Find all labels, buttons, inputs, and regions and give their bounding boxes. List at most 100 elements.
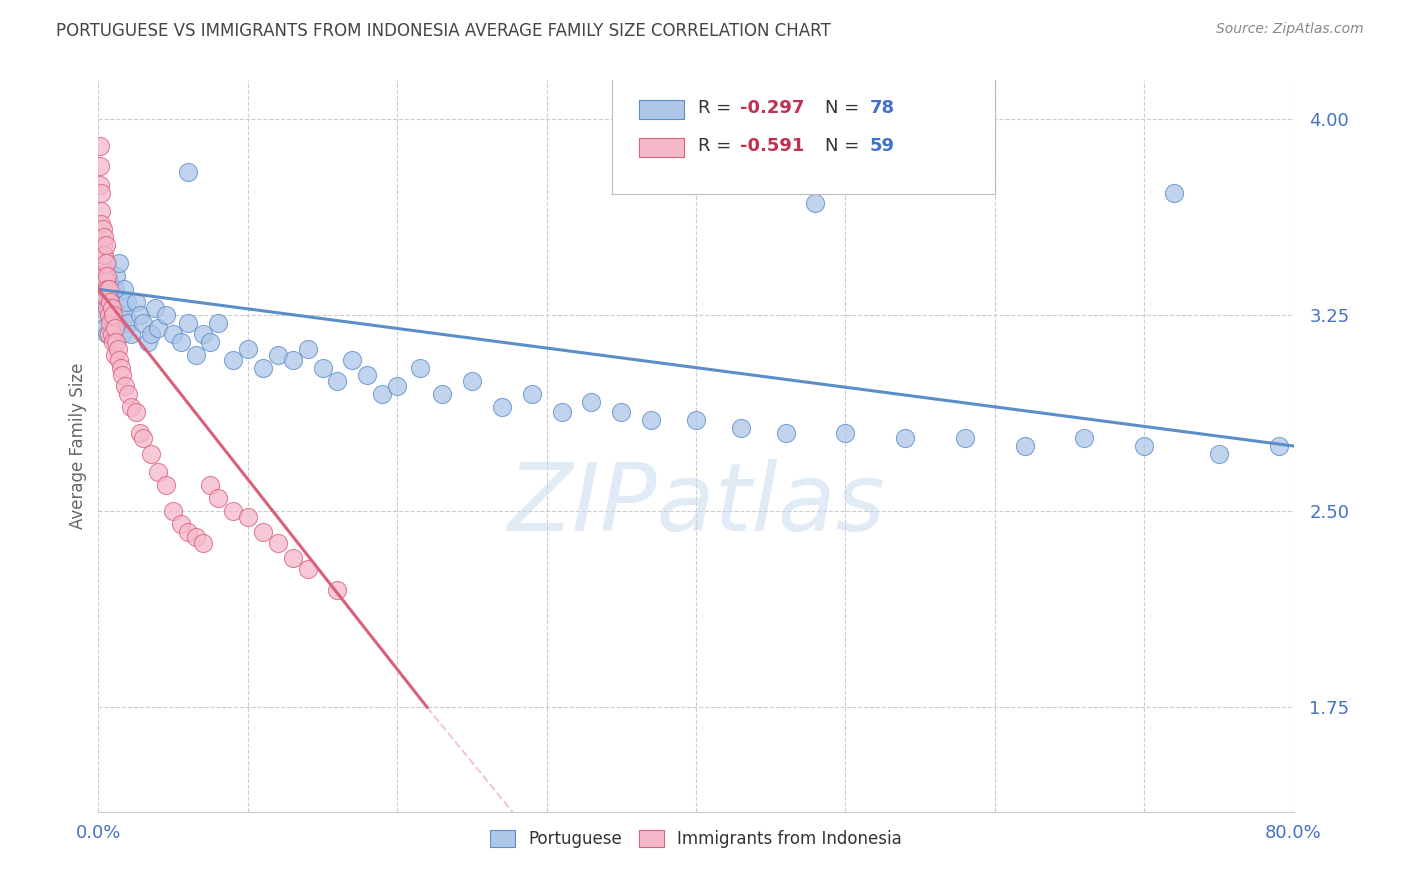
Point bbox=[222, 504, 245, 518]
Point bbox=[139, 326, 162, 341]
Point bbox=[89, 295, 111, 310]
Point bbox=[177, 316, 200, 330]
Point bbox=[267, 535, 290, 549]
Point bbox=[120, 400, 142, 414]
Point bbox=[117, 316, 139, 330]
Point bbox=[491, 400, 513, 414]
Point bbox=[520, 386, 543, 401]
Point bbox=[236, 509, 259, 524]
Point bbox=[200, 334, 222, 349]
Point bbox=[89, 138, 111, 153]
Point bbox=[1163, 186, 1185, 200]
Point bbox=[101, 301, 124, 315]
Point bbox=[94, 256, 117, 270]
Point bbox=[91, 282, 114, 296]
Point bbox=[103, 301, 125, 315]
Text: N =: N = bbox=[825, 137, 865, 155]
Point bbox=[97, 282, 120, 296]
Point bbox=[103, 321, 125, 335]
Point bbox=[108, 352, 131, 367]
Point bbox=[169, 517, 191, 532]
Point bbox=[90, 186, 112, 200]
Point bbox=[685, 413, 707, 427]
Text: PORTUGUESE VS IMMIGRANTS FROM INDONESIA AVERAGE FAMILY SIZE CORRELATION CHART: PORTUGUESE VS IMMIGRANTS FROM INDONESIA … bbox=[56, 22, 831, 40]
Point bbox=[112, 282, 135, 296]
Point bbox=[111, 368, 134, 383]
Point bbox=[93, 230, 115, 244]
Point bbox=[94, 238, 117, 252]
Point bbox=[162, 504, 184, 518]
Y-axis label: Average Family Size: Average Family Size bbox=[69, 363, 87, 529]
Point bbox=[90, 264, 112, 278]
Point bbox=[104, 348, 127, 362]
Point bbox=[326, 374, 349, 388]
Point bbox=[103, 309, 125, 323]
Point bbox=[640, 413, 662, 427]
Point bbox=[91, 238, 114, 252]
Point bbox=[1073, 431, 1095, 445]
Point bbox=[91, 222, 114, 236]
Point bbox=[326, 582, 349, 597]
Point bbox=[953, 431, 976, 445]
Point bbox=[148, 321, 170, 335]
Point bbox=[104, 321, 127, 335]
Point bbox=[96, 269, 118, 284]
Point bbox=[804, 196, 827, 211]
Point bbox=[894, 431, 917, 445]
Point bbox=[385, 379, 409, 393]
Point bbox=[236, 343, 259, 357]
Text: ZIPatlas: ZIPatlas bbox=[508, 459, 884, 550]
Legend: Portuguese, Immigrants from Indonesia: Portuguese, Immigrants from Indonesia bbox=[484, 823, 908, 855]
Point bbox=[114, 379, 136, 393]
Text: -0.297: -0.297 bbox=[740, 99, 804, 117]
Point bbox=[89, 178, 111, 192]
Point bbox=[129, 309, 152, 323]
Point bbox=[408, 360, 430, 375]
Text: Source: ZipAtlas.com: Source: ZipAtlas.com bbox=[1216, 22, 1364, 37]
Point bbox=[107, 343, 129, 357]
Point bbox=[191, 326, 214, 341]
Point bbox=[110, 301, 132, 315]
Point bbox=[91, 248, 114, 262]
Point bbox=[97, 295, 120, 310]
Point bbox=[252, 525, 274, 540]
Point bbox=[581, 394, 603, 409]
Point bbox=[111, 326, 134, 341]
Point bbox=[94, 290, 117, 304]
Point bbox=[93, 269, 115, 284]
Point bbox=[550, 405, 572, 419]
Text: R =: R = bbox=[699, 137, 737, 155]
Point bbox=[148, 465, 170, 479]
Point bbox=[98, 309, 122, 323]
Point bbox=[430, 386, 453, 401]
Point bbox=[90, 203, 112, 218]
Point bbox=[91, 301, 114, 315]
Point bbox=[96, 326, 118, 341]
Point bbox=[105, 269, 128, 284]
Point bbox=[297, 562, 319, 576]
Point bbox=[93, 321, 115, 335]
Point bbox=[252, 360, 274, 375]
Point bbox=[281, 352, 304, 367]
Point bbox=[110, 360, 132, 375]
Point bbox=[90, 275, 112, 289]
Point bbox=[222, 352, 245, 367]
Point bbox=[177, 525, 200, 540]
Point bbox=[97, 275, 120, 289]
Point bbox=[125, 405, 148, 419]
Point bbox=[101, 326, 124, 341]
Text: R =: R = bbox=[699, 99, 737, 117]
Point bbox=[162, 326, 184, 341]
Point bbox=[97, 309, 120, 323]
Point bbox=[98, 295, 122, 310]
FancyBboxPatch shape bbox=[638, 100, 685, 119]
Point bbox=[115, 295, 138, 310]
Point bbox=[297, 343, 319, 357]
Point bbox=[1208, 447, 1230, 461]
Point bbox=[132, 431, 155, 445]
Point bbox=[96, 282, 118, 296]
Point bbox=[191, 535, 214, 549]
Point bbox=[143, 301, 166, 315]
Point bbox=[311, 360, 333, 375]
FancyBboxPatch shape bbox=[613, 77, 995, 194]
